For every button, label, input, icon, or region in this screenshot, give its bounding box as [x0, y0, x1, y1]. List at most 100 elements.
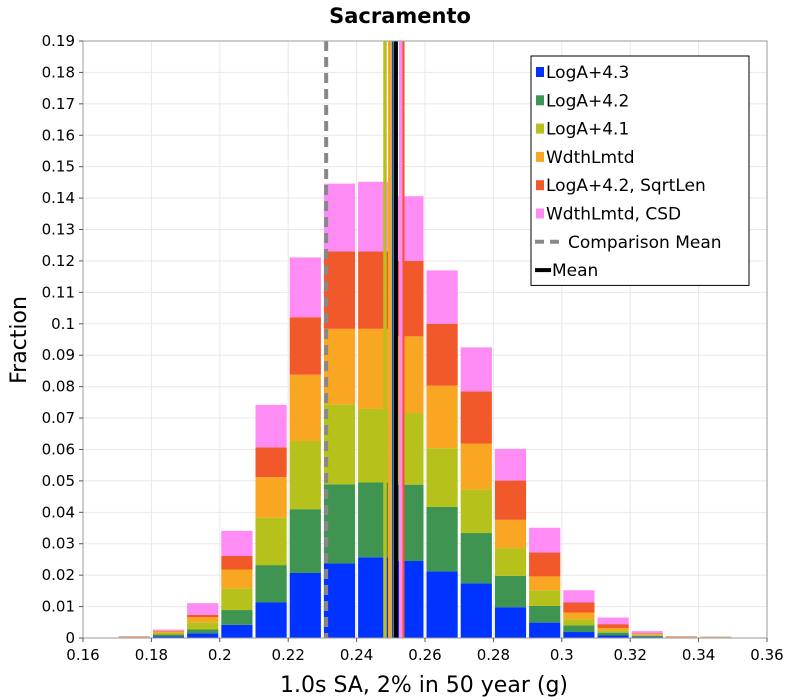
- bar-segment-wdthlmtd: [494, 519, 527, 549]
- bar-segment-loga-4-3: [563, 632, 595, 638]
- bar-segment-loga-4-2: [152, 634, 185, 637]
- y-axis-ticks: 0 0.01 0.02 0.03 0.04 0.05 0.06 0.07 0.08 0.09 0.1…: [42, 32, 83, 647]
- x-tick-label: 0.18: [135, 646, 168, 664]
- y-tick-label: 0.04: [42, 503, 75, 521]
- bar-segment-loga-4-2: [597, 632, 629, 636]
- bar-segment-wdthlmtd-csd: [255, 404, 287, 448]
- bar-segment-loga-4-2: [563, 625, 595, 633]
- bar-segment-loga-4-2-sqrtlen: [529, 552, 561, 577]
- bar-segment-wdthlmtd-csd: [152, 629, 185, 631]
- legend-swatch: [536, 67, 544, 77]
- y-tick-label: 0.07: [42, 409, 75, 427]
- legend-label: WdthLmtd, CSD: [546, 205, 681, 225]
- bar-segment-wdthlmtd-csd: [631, 631, 663, 634]
- bar-segment-wdthlmtd: [152, 631, 185, 633]
- bar-segment-wdthlmtd-csd: [323, 183, 356, 252]
- bar-segment-loga-4-2-sqrtlen: [426, 323, 458, 386]
- y-axis-label: Fraction: [7, 296, 32, 384]
- bar-segment-loga-4-3: [187, 633, 219, 638]
- bar-segment-loga-4-3: [221, 624, 253, 638]
- legend-entry: LogA+4.2: [536, 91, 629, 111]
- bar-segment-loga-4-1: [187, 622, 219, 630]
- bar-segment-loga-4-2-sqrtlen: [152, 630, 185, 632]
- y-tick-label: 0.18: [42, 63, 75, 81]
- x-tick-label: 0.32: [613, 646, 646, 664]
- x-tick-label: 0.26: [408, 646, 441, 664]
- bar-segment-loga-4-2: [460, 533, 492, 584]
- bar-segment-loga-4-3: [460, 583, 492, 638]
- bar-segment-loga-4-1: [529, 590, 561, 606]
- bar-segment-loga-4-1: [289, 440, 321, 510]
- bar-segment-wdthlmtd-csd: [494, 448, 527, 481]
- bar-segment-wdthlmtd: [597, 627, 629, 631]
- x-tick-label: 0.34: [682, 646, 715, 664]
- legend-entry: LogA+4.2, SqrtLen: [536, 176, 706, 196]
- x-tick-label: 0.2: [208, 646, 232, 664]
- bar-segment-wdthlmtd: [529, 576, 561, 591]
- bar-segment-loga-4-2: [221, 610, 253, 625]
- bar-segment-wdthlmtd-csd: [187, 603, 219, 615]
- bar-segment-wdthlmtd: [563, 612, 595, 620]
- bar-segment-loga-4-1: [221, 588, 253, 611]
- bar-segment-loga-4-2: [494, 575, 527, 608]
- y-tick-label: 0.02: [42, 566, 75, 584]
- bar-segment-loga-4-2-sqrtlen: [563, 602, 595, 613]
- bar-segment-wdthlmtd: [187, 617, 219, 623]
- legend: LogA+4.3 LogA+4.2 LogA+4.1 WdthLmtd LogA+4.2…: [530, 55, 750, 286]
- legend-entry: Comparison Mean: [535, 233, 722, 253]
- y-tick-label: 0.05: [42, 472, 75, 490]
- x-tick-label: 0.24: [340, 646, 373, 664]
- y-tick-label: 0.09: [42, 346, 75, 364]
- bar-segment-loga-4-2-sqrtlen: [460, 391, 492, 444]
- bar-segment-wdthlmtd-csd: [563, 590, 595, 603]
- bar-segment-loga-4-2-sqrtlen: [597, 624, 629, 628]
- x-tick-label: 0.28: [477, 646, 510, 664]
- legend-swatch: [536, 151, 544, 162]
- bar-segment-loga-4-2-sqrtlen: [221, 555, 253, 570]
- x-tick-label: 0.22: [271, 646, 304, 664]
- bar-segment-loga-4-1: [460, 489, 492, 534]
- legend-swatch: [536, 208, 544, 219]
- y-tick-label: 0.16: [42, 126, 75, 144]
- bar-segment-wdthlmtd: [221, 569, 253, 589]
- bar-segment-wdthlmtd: [631, 633, 663, 635]
- bar-segment-loga-4-2: [631, 635, 663, 638]
- legend-label: LogA+4.2, SqrtLen: [546, 176, 706, 196]
- bar-segment-wdthlmtd-csd: [460, 347, 492, 392]
- bar-segment-wdthlmtd: [255, 477, 287, 518]
- bar-segment-loga-4-1: [597, 630, 629, 633]
- legend-entry: LogA+4.1: [536, 120, 629, 140]
- bar-segment-wdthlmtd-csd: [529, 527, 561, 553]
- legend-entry: Mean: [535, 261, 598, 281]
- y-tick-label: 0.17: [42, 95, 75, 113]
- bar-segment-wdthlmtd: [460, 443, 492, 490]
- bar-segment-loga-4-3: [289, 572, 321, 638]
- bar-segment-loga-4-3: [597, 635, 629, 638]
- y-tick-label: 0.11: [42, 283, 75, 301]
- bar-segment-wdthlmtd-csd: [289, 257, 321, 318]
- bar-segment-wdthlmtd: [323, 328, 356, 405]
- legend-label: WdthLmtd: [546, 148, 635, 168]
- bar-segment-loga-4-2: [255, 565, 287, 603]
- y-tick-label: 0.15: [42, 158, 75, 176]
- bar-segment-loga-4-3: [529, 622, 561, 638]
- bar-segment-loga-4-2-sqrtlen: [289, 317, 321, 375]
- bar-segment-loga-4-2-sqrtlen: [323, 251, 356, 329]
- bar-segment-loga-4-1: [563, 619, 595, 626]
- y-tick-label: 0.12: [42, 252, 75, 270]
- bar-segment-loga-4-1: [494, 548, 527, 576]
- legend-label: LogA+4.1: [546, 120, 629, 140]
- y-tick-label: 0.14: [42, 189, 75, 207]
- x-axis-label: 1.0s SA, 2% in 50 year (g): [280, 673, 568, 698]
- bar-segment-wdthlmtd-csd: [221, 530, 253, 556]
- x-tick-label: 0.16: [66, 646, 99, 664]
- bar-segment-wdthlmtd-csd: [426, 270, 458, 324]
- legend-label: LogA+4.2: [546, 91, 629, 111]
- bar-segment-loga-4-3: [426, 571, 458, 638]
- y-tick-label: 0.19: [42, 32, 75, 50]
- legend-swatch: [536, 180, 544, 191]
- bar-segment-loga-4-3: [323, 563, 356, 638]
- legend-swatch: [536, 123, 544, 134]
- chart-title: Sacramento: [329, 4, 471, 28]
- bar-segment-loga-4-2: [187, 629, 219, 634]
